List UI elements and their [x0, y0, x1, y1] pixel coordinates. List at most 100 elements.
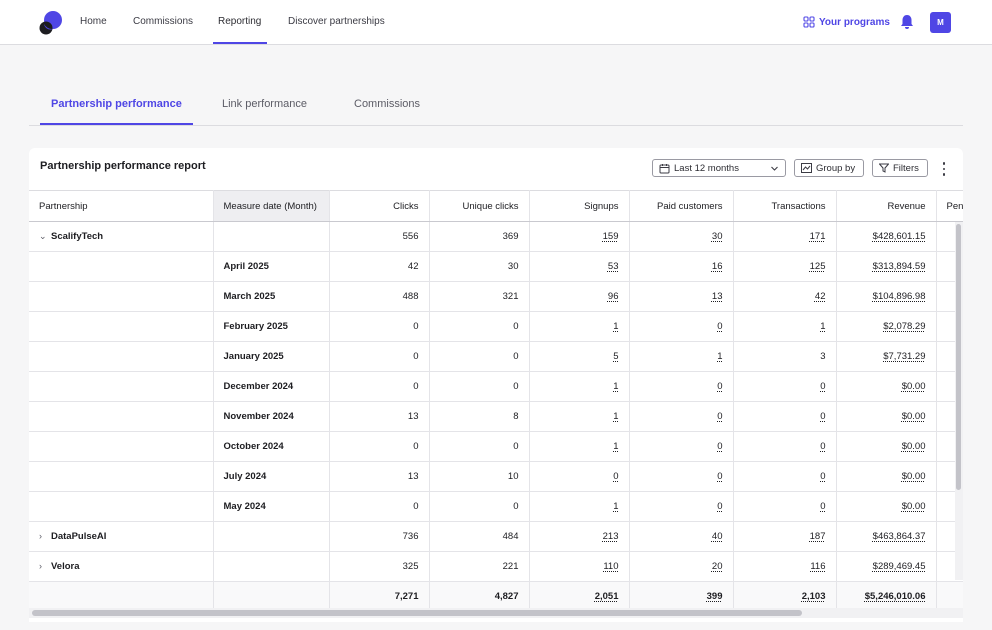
nav-home[interactable]: Home [80, 16, 107, 27]
revenue-cell[interactable]: $428,601.15 [836, 221, 937, 252]
report-table-container: Partnership Measure date (Month) Clicks … [29, 190, 963, 610]
paid-customers-cell[interactable]: 0 [629, 431, 734, 462]
month-cell: January 2025 [213, 341, 330, 372]
signups-cell[interactable]: 1 [529, 491, 630, 522]
tab-partnership-performance[interactable]: Partnership performance [40, 88, 193, 125]
nav-reporting[interactable]: Reporting [212, 0, 268, 44]
revenue-cell[interactable]: $7,731.29 [836, 341, 937, 372]
signups-cell[interactable]: 1 [529, 431, 630, 462]
col-signups[interactable]: Signups [529, 190, 630, 222]
col-unique-clicks[interactable]: Unique clicks [429, 190, 530, 222]
month-row: October 2024 0 0 1 0 0 $0.00 [29, 431, 963, 462]
signups-cell[interactable]: 213 [529, 521, 630, 552]
nav-commissions[interactable]: Commissions [133, 16, 194, 27]
transactions-cell[interactable]: 116 [733, 551, 837, 582]
signups-cell[interactable]: 96 [529, 281, 630, 312]
transactions-cell[interactable]: 0 [733, 491, 837, 522]
transactions-cell[interactable]: 125 [733, 251, 837, 282]
month-cell: July 2024 [213, 461, 330, 492]
signups-cell[interactable]: 1 [529, 401, 630, 432]
paid-customers-cell[interactable]: 40 [629, 521, 734, 552]
transactions-cell[interactable]: 0 [733, 461, 837, 492]
chevron-down-icon[interactable]: ⌄ [39, 231, 47, 241]
tab-commissions[interactable]: Commissions [354, 98, 421, 110]
tab-link-performance[interactable]: Link performance [222, 98, 307, 110]
transactions-cell[interactable]: 0 [733, 431, 837, 462]
paid-customers-cell[interactable]: 20 [629, 551, 734, 582]
transactions-cell[interactable]: 171 [733, 221, 837, 252]
revenue-cell[interactable]: $0.00 [836, 461, 937, 492]
paid-customers-cell[interactable]: 0 [629, 401, 734, 432]
total-transactions[interactable]: 2,103 [733, 581, 837, 610]
your-programs-button[interactable]: Your programs [803, 15, 890, 29]
col-paid-customers[interactable]: Paid customers [629, 190, 734, 222]
partnership-cell[interactable]: › Velora [29, 551, 214, 582]
chevron-right-icon[interactable]: › [39, 531, 42, 541]
total-paid-customers[interactable]: 399 [629, 581, 734, 610]
transactions-cell[interactable]: 0 [733, 371, 837, 402]
paid-customers-cell[interactable]: 0 [629, 371, 734, 402]
partnership-row: ⌄ ScalifyTech 556 369 159 30 171 $428,601.15 [29, 221, 963, 252]
signups-cell[interactable]: 159 [529, 221, 630, 252]
unique-clicks-cell: 321 [429, 281, 530, 312]
total-unique-clicks: 4,827 [429, 581, 530, 610]
revenue-cell[interactable]: $2,078.29 [836, 311, 937, 342]
revenue-cell[interactable]: $0.00 [836, 401, 937, 432]
paid-customers-cell[interactable]: 13 [629, 281, 734, 312]
transactions-cell[interactable]: 187 [733, 521, 837, 552]
partnership-cell [29, 491, 214, 522]
col-clicks[interactable]: Clicks [329, 190, 430, 222]
revenue-cell[interactable]: $104,896.98 [836, 281, 937, 312]
group-by-button[interactable]: Group by [794, 159, 864, 177]
brand-logo[interactable] [39, 10, 63, 36]
nav-discover-partnerships[interactable]: Discover partnerships [288, 16, 385, 27]
clicks-cell: 0 [329, 431, 430, 462]
top-nav: Home Commissions Reporting Discover part… [0, 0, 992, 45]
bell-icon[interactable] [900, 14, 914, 30]
total-signups[interactable]: 2,051 [529, 581, 630, 610]
paid-customers-cell[interactable]: 0 [629, 461, 734, 492]
avatar[interactable]: M [930, 12, 951, 33]
date-range-select[interactable]: Last 12 months [652, 159, 786, 177]
clicks-cell: 488 [329, 281, 430, 312]
partnership-cell [29, 371, 214, 402]
signups-cell[interactable]: 53 [529, 251, 630, 282]
revenue-cell[interactable]: $289,469.45 [836, 551, 937, 582]
signups-cell[interactable]: 110 [529, 551, 630, 582]
signups-cell[interactable]: 5 [529, 341, 630, 372]
signups-cell[interactable]: 0 [529, 461, 630, 492]
total-revenue[interactable]: $5,246,010.06 [836, 581, 937, 610]
horizontal-scrollbar[interactable] [29, 608, 963, 618]
revenue-cell[interactable]: $463,864.37 [836, 521, 937, 552]
clicks-cell: 736 [329, 521, 430, 552]
col-partnership[interactable]: Partnership [29, 190, 214, 222]
clicks-cell: 0 [329, 371, 430, 402]
paid-customers-cell[interactable]: 0 [629, 311, 734, 342]
paid-customers-cell[interactable]: 16 [629, 251, 734, 282]
chevron-right-icon[interactable]: › [39, 561, 42, 571]
col-pending[interactable]: Pend [936, 190, 963, 222]
signups-cell[interactable]: 1 [529, 311, 630, 342]
paid-customers-cell[interactable]: 0 [629, 491, 734, 522]
transactions-cell[interactable]: 42 [733, 281, 837, 312]
vertical-scrollbar[interactable] [955, 222, 963, 580]
col-revenue[interactable]: Revenue [836, 190, 937, 222]
month-row: November 2024 13 8 1 0 0 $0.00 [29, 401, 963, 432]
col-transactions[interactable]: Transactions [733, 190, 837, 222]
transactions-cell[interactable]: 0 [733, 401, 837, 432]
revenue-cell[interactable]: $313,894.59 [836, 251, 937, 282]
col-measure-date[interactable]: Measure date (Month) [213, 190, 330, 222]
pending-cell [936, 581, 963, 610]
signups-cell[interactable]: 1 [529, 371, 630, 402]
revenue-cell[interactable]: $0.00 [836, 491, 937, 522]
revenue-cell[interactable]: $0.00 [836, 431, 937, 462]
filters-button[interactable]: Filters [872, 159, 928, 177]
filters-label: Filters [893, 162, 919, 174]
more-options-icon[interactable] [939, 161, 949, 177]
transactions-cell[interactable]: 1 [733, 311, 837, 342]
revenue-cell[interactable]: $0.00 [836, 371, 937, 402]
paid-customers-cell[interactable]: 1 [629, 341, 734, 372]
partnership-cell[interactable]: ⌄ ScalifyTech [29, 221, 214, 252]
partnership-cell[interactable]: › DataPulseAI [29, 521, 214, 552]
paid-customers-cell[interactable]: 30 [629, 221, 734, 252]
